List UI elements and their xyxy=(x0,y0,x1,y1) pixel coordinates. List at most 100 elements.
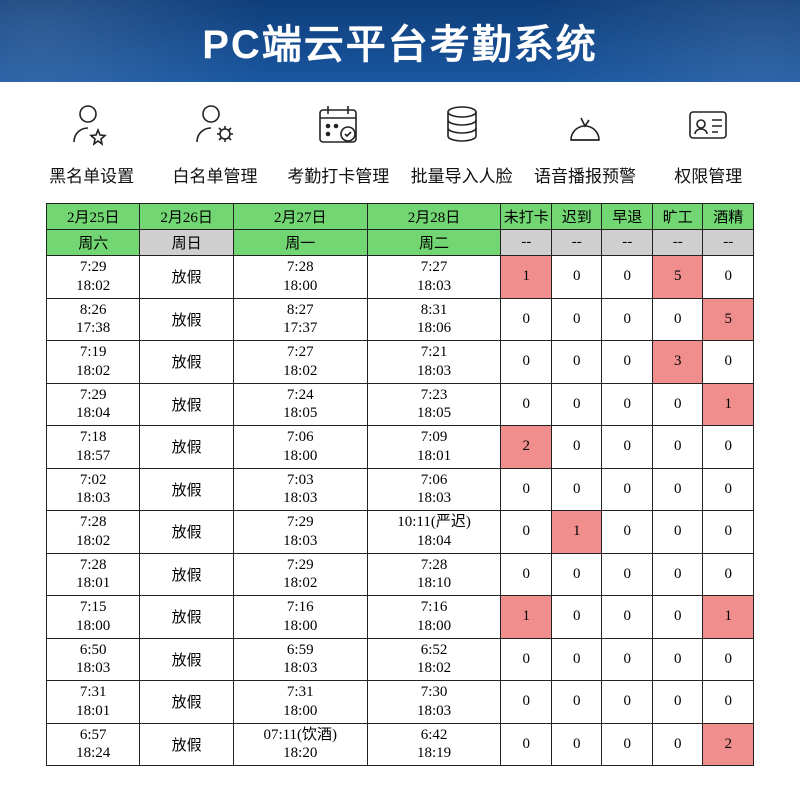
clock-out: 18:01 xyxy=(49,702,137,721)
time-cell: 7:1618:00 xyxy=(367,596,501,639)
table-row: 7:2918:04放假7:2418:057:2318:0500001 xyxy=(47,383,754,426)
stat-cell: 0 xyxy=(501,638,552,681)
time-cell: 7:2918:02 xyxy=(47,256,140,299)
nav-import-faces[interactable]: 批量导入人脸 xyxy=(407,96,517,187)
clock-out: 18:10 xyxy=(370,574,499,593)
table-row: 6:5718:24放假07:11(饮酒)18:206:4218:1900002 xyxy=(47,723,754,766)
clock-in: 6:50 xyxy=(49,641,137,660)
stat-cell: 0 xyxy=(703,256,754,299)
person-gear-icon xyxy=(187,96,243,152)
table-row: 6:5018:03放假6:5918:036:5218:0200000 xyxy=(47,638,754,681)
time-cell: 7:1818:57 xyxy=(47,426,140,469)
stat-sub: -- xyxy=(703,230,754,256)
stat-header: 未打卡 xyxy=(501,204,552,230)
stat-cell: 0 xyxy=(602,383,653,426)
stat-cell: 0 xyxy=(602,256,653,299)
stat-sub: -- xyxy=(602,230,653,256)
stat-cell: 0 xyxy=(652,681,703,724)
nav-voice-alert[interactable]: 语音播报预警 xyxy=(530,96,640,187)
database-icon xyxy=(434,96,490,152)
time-cell: 7:2918:02 xyxy=(233,553,367,596)
time-cell: 6:5018:03 xyxy=(47,638,140,681)
stat-cell: 0 xyxy=(703,511,754,554)
stat-cell: 0 xyxy=(501,383,552,426)
table-row: 7:0218:03放假7:0318:037:0618:0300000 xyxy=(47,468,754,511)
stat-header: 酒精 xyxy=(703,204,754,230)
weekday-header: 周日 xyxy=(140,230,233,256)
clock-out: 18:57 xyxy=(49,447,137,466)
clock-in: 7:31 xyxy=(49,683,137,702)
stat-cell: 0 xyxy=(551,426,602,469)
time-cell: 7:2118:03 xyxy=(367,341,501,384)
clock-out: 17:38 xyxy=(49,319,137,338)
time-cell: 8:2617:38 xyxy=(47,298,140,341)
time-cell: 07:11(饮酒)18:20 xyxy=(233,723,367,766)
clock-in: 7:30 xyxy=(370,683,499,702)
clock-out: 18:04 xyxy=(49,404,137,423)
clock-out: 18:02 xyxy=(236,362,365,381)
clock-out: 18:24 xyxy=(49,744,137,763)
holiday-cell: 放假 xyxy=(140,596,233,639)
holiday-cell: 放假 xyxy=(140,553,233,596)
stat-cell: 0 xyxy=(501,553,552,596)
nav-whitelist[interactable]: 白名单管理 xyxy=(160,96,270,187)
time-cell: 6:5218:02 xyxy=(367,638,501,681)
time-cell: 7:0218:03 xyxy=(47,468,140,511)
nav-label: 权限管理 xyxy=(674,162,742,187)
main-nav: 黑名单设置 白名单管理 考勤打卡管理 批量导入人脸 语音播报预警 权限管理 xyxy=(0,82,800,197)
stat-cell: 0 xyxy=(703,468,754,511)
time-cell: 7:2818:02 xyxy=(47,511,140,554)
id-card-icon xyxy=(680,96,736,152)
nav-label: 黑名单设置 xyxy=(49,162,134,187)
time-cell: 7:2418:05 xyxy=(233,383,367,426)
stat-sub: -- xyxy=(501,230,552,256)
date-header: 2月26日 xyxy=(140,204,233,230)
table-row: 7:3118:01放假7:3118:007:3018:0300000 xyxy=(47,681,754,724)
stat-header: 迟到 xyxy=(551,204,602,230)
weekday-header: 周六 xyxy=(47,230,140,256)
stat-cell: 2 xyxy=(703,723,754,766)
time-cell: 7:3118:01 xyxy=(47,681,140,724)
stat-cell: 0 xyxy=(551,553,602,596)
stat-cell: 0 xyxy=(652,723,703,766)
nav-attendance[interactable]: 考勤打卡管理 xyxy=(283,96,393,187)
time-cell: 6:5718:24 xyxy=(47,723,140,766)
time-cell: 10:11(严迟)18:04 xyxy=(367,511,501,554)
clock-in: 7:29 xyxy=(236,556,365,575)
stat-cell: 0 xyxy=(602,298,653,341)
stat-cell: 0 xyxy=(652,298,703,341)
clock-in: 8:31 xyxy=(370,301,499,320)
clock-out: 18:00 xyxy=(49,617,137,636)
stat-cell: 5 xyxy=(703,298,754,341)
stat-cell: 0 xyxy=(602,553,653,596)
clock-out: 18:03 xyxy=(236,532,365,551)
time-cell: 7:2718:02 xyxy=(233,341,367,384)
time-cell: 7:0318:03 xyxy=(233,468,367,511)
holiday-cell: 放假 xyxy=(140,681,233,724)
clock-in: 7:27 xyxy=(236,343,365,362)
clock-in: 7:21 xyxy=(370,343,499,362)
time-cell: 7:0618:00 xyxy=(233,426,367,469)
clock-in: 7:24 xyxy=(236,386,365,405)
time-cell: 7:3018:03 xyxy=(367,681,501,724)
stat-cell: 0 xyxy=(652,553,703,596)
stat-cell: 0 xyxy=(551,468,602,511)
stat-cell: 3 xyxy=(652,341,703,384)
stat-cell: 0 xyxy=(602,596,653,639)
header-row-dates: 2月25日 2月26日 2月27日 2月28日 未打卡 迟到 早退 旷工 酒精 xyxy=(47,204,754,230)
clock-out: 18:01 xyxy=(49,574,137,593)
stat-cell: 0 xyxy=(652,468,703,511)
attendance-table-wrap: 2月25日 2月26日 2月27日 2月28日 未打卡 迟到 早退 旷工 酒精 … xyxy=(0,197,800,766)
nav-blacklist[interactable]: 黑名单设置 xyxy=(37,96,147,187)
attendance-table: 2月25日 2月26日 2月27日 2月28日 未打卡 迟到 早退 旷工 酒精 … xyxy=(46,203,754,766)
clock-in: 6:52 xyxy=(370,641,499,660)
clock-out: 17:37 xyxy=(236,319,365,338)
app-banner: PC端云平台考勤系统 xyxy=(0,0,800,82)
stat-cell: 0 xyxy=(501,298,552,341)
stat-cell: 0 xyxy=(652,638,703,681)
date-header: 2月25日 xyxy=(47,204,140,230)
stat-cell: 0 xyxy=(703,681,754,724)
nav-permissions[interactable]: 权限管理 xyxy=(653,96,763,187)
clock-out: 18:04 xyxy=(370,532,499,551)
clock-in: 7:28 xyxy=(370,556,499,575)
